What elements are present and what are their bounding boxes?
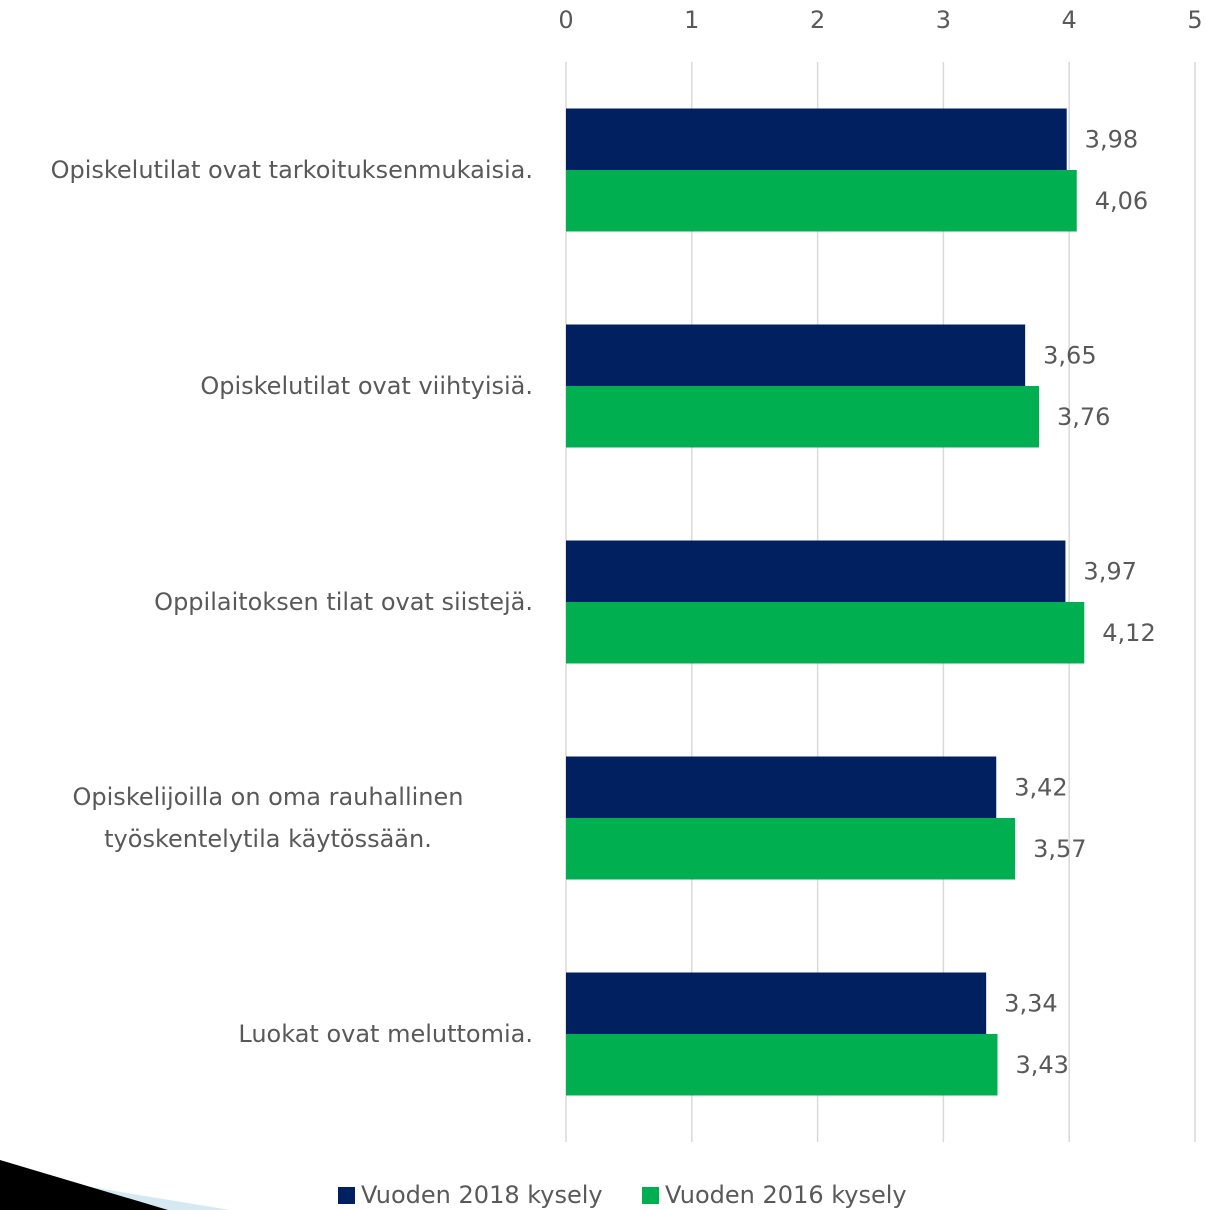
bar — [566, 818, 1016, 880]
y-tick-label-box: Opiskelijoilla on oma rauhallinen työske… — [3, 776, 533, 860]
value-label: 3,65 — [1043, 341, 1096, 369]
bar — [566, 386, 1040, 448]
value-label: 3,34 — [1004, 989, 1057, 1017]
y-tick-label: Luokat ovat meluttomia. — [238, 1020, 533, 1048]
x-tick-label: 0 — [558, 6, 573, 34]
x-tick-label: 5 — [1187, 6, 1202, 34]
value-label: 4,06 — [1095, 187, 1148, 215]
value-label: 3,76 — [1057, 403, 1110, 431]
y-tick-label-box: Luokat ovat meluttomia. — [238, 1013, 533, 1055]
bar — [566, 108, 1067, 170]
value-label: 3,43 — [1015, 1051, 1068, 1079]
x-tick-label: 4 — [1062, 6, 1077, 34]
bar — [566, 756, 997, 818]
legend-swatch — [642, 1187, 659, 1204]
y-tick-label: Opiskelutilat ovat viihtyisiä. — [200, 372, 533, 400]
value-label: 3,57 — [1033, 835, 1086, 863]
legend-label: Vuoden 2016 kysely — [665, 1181, 907, 1209]
decoration — [0, 1160, 168, 1210]
value-label: 3,98 — [1085, 125, 1138, 153]
bar — [566, 324, 1026, 386]
legend-label: Vuoden 2018 kysely — [361, 1181, 603, 1209]
value-label: 3,97 — [1083, 557, 1136, 585]
y-tick-label-box: Opiskelutilat ovat viihtyisiä. — [200, 365, 533, 407]
bar — [566, 602, 1085, 664]
x-tick-label: 2 — [810, 6, 825, 34]
bar — [566, 1034, 998, 1096]
y-tick-label-box: Opiskelutilat ovat tarkoituksenmukaisia. — [51, 149, 533, 191]
value-label: 3,42 — [1014, 773, 1067, 801]
y-tick-label: Oppilaitoksen tilat ovat siistejä. — [154, 588, 533, 616]
y-tick-label: Opiskelutilat ovat tarkoituksenmukaisia. — [50, 156, 533, 184]
y-tick-label: Opiskelijoilla on oma rauhallinen työske… — [72, 783, 464, 853]
x-tick-label: 3 — [936, 6, 951, 34]
legend-swatch — [338, 1187, 355, 1204]
bar — [566, 170, 1077, 232]
x-tick-label: 1 — [684, 6, 699, 34]
y-tick-label-box: Oppilaitoksen tilat ovat siistejä. — [154, 581, 533, 623]
value-label: 4,12 — [1102, 619, 1155, 647]
bar — [566, 972, 987, 1034]
bar — [566, 540, 1066, 602]
